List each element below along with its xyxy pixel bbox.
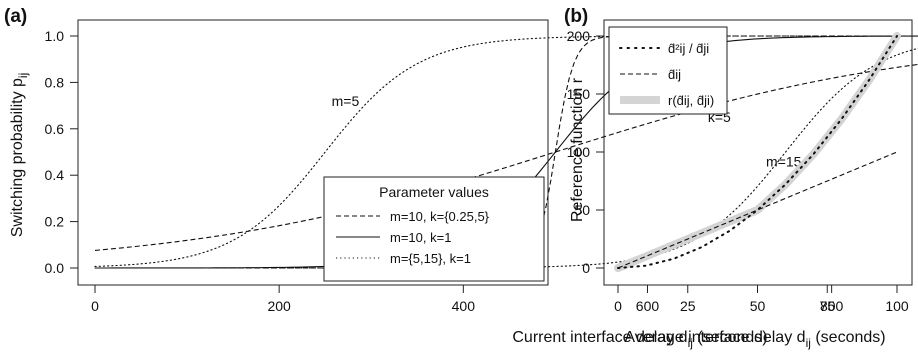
panel-a-legend-label: m=10, k={0.25,5} [390,209,490,224]
panel-b-x-ticks: 0 25 50 75 100 [614,285,909,314]
panel-a-y-tick-label: 1.0 [45,28,65,44]
panel-a-legend-label: m=10, k=1 [390,230,451,245]
panel-a: (a) 020040060080010001200 0.00.20.40.60.… [4,6,918,350]
panel-a-y-tick-label: 0.6 [45,121,65,137]
panel-b-series [614,32,901,272]
panel-b-y-tick-label: 150 [567,86,591,102]
panel-a-y-tick-label: 0.2 [45,214,65,230]
panel-b-label: (b) [564,6,588,27]
panel-b-x-tick-label: 50 [750,298,766,314]
panel-b-y-tick-label: 50 [574,202,590,218]
panel-a-x-tick-label: 400 [452,298,476,314]
panel-a-y-ticks: 0.0 0.2 0.4 0.6 0.8 1.0 [45,28,78,276]
panel-a-x-tick-label: 800 [820,298,844,314]
panel-b-y-tick-label: 0 [582,260,590,276]
panel-b-y-tick-label: 200 [567,28,591,44]
panel-a-x-tick-label: 0 [91,298,99,314]
panel-b-legend-label: d̂ij [668,67,681,82]
panel-a-annotation: m=5 [332,93,360,109]
panel-a-x-axis-label: Current interface delay dij (seconds) [512,329,767,350]
panel-b-y-ticks: 0 50 100 150 200 [567,28,604,276]
panel-b-x-tick-label: 25 [680,298,696,314]
panel-b-y-tick-label: 100 [567,144,591,160]
panel-a-legend-label: m={5,15}, k=1 [390,251,471,266]
panel-b-series-line [617,35,898,269]
panel-a-y-tick-label: 0.0 [45,260,65,276]
panel-b: (b) 0 25 50 75 100 0 50 100 150 200 d̂²ij / d̂ji… [564,6,913,350]
panel-b-y-axis-label: Reference function r [569,77,586,222]
panel-b-x-tick-label: 75 [819,298,835,314]
panel-a-x-tick-label: 200 [267,298,291,314]
panel-a-label: (a) [4,6,27,27]
panel-a-plot-frame [77,19,549,286]
panel-b-legend-label: r(d̂ij, d̂ji) [668,93,714,108]
panel-a-x-tick-label: 600 [636,298,660,314]
panel-a-legend: Parameter values m=10, k={0.25,5} m=10, k=… [323,176,545,282]
panel-b-x-axis-label: Average interface delay dij (seconds) [624,329,885,350]
panel-b-x-tick-label: 0 [614,298,622,314]
panel-b-legend: d̂²ij / d̂ji d̂ij r(d̂ij, d̂ji) [608,26,728,115]
panel-a-series-line [94,63,918,251]
panel-b-series-line [617,151,898,269]
panel-b-plot-frame [603,19,913,286]
panel-b-legend-label: d̂²ij / d̂ji [668,41,709,56]
panel-b-x-tick-label: 100 [885,298,909,314]
panel-a-y-tick-label: 0.8 [45,74,65,90]
panel-a-legend-box [323,176,545,282]
panel-a-legend-title: Parameter values [379,184,489,200]
panel-a-annotation: m=15 [766,153,802,169]
panel-a-y-axis-label: Switching probability pij [9,73,30,238]
panel-a-x-ticks: 020040060080010001200 [91,285,844,314]
panel-a-y-tick-label: 0.4 [45,167,65,183]
